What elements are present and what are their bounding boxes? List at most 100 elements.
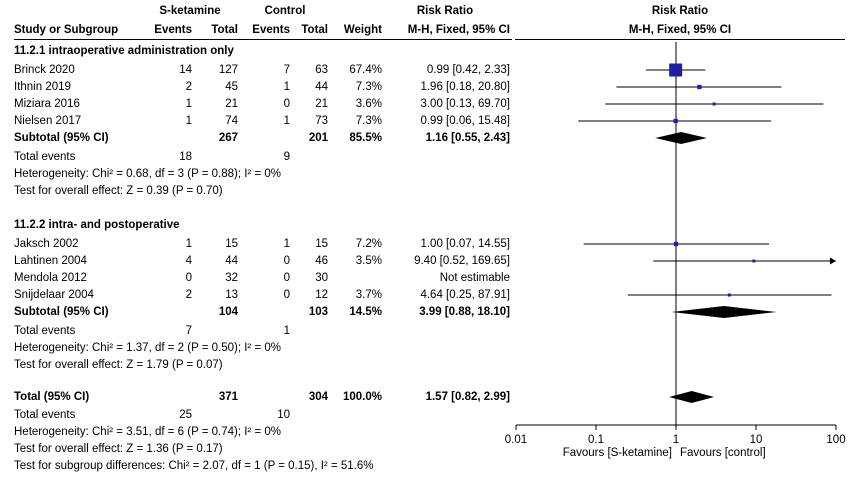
study-events-2: 0 — [283, 272, 290, 284]
col-method: M-H, Fixed, 95% CI — [407, 24, 510, 36]
study-total-2: 44 — [315, 81, 328, 93]
study-events-1: 1 — [185, 115, 192, 127]
study-total-1: 32 — [225, 272, 238, 284]
study-point — [727, 293, 731, 297]
study-weight: 3.5% — [355, 255, 382, 267]
study-events-1: 2 — [185, 81, 192, 93]
study-events-2: 1 — [283, 81, 290, 93]
total-events-1: 18 — [179, 151, 192, 163]
study-events-1: 1 — [185, 238, 192, 250]
study-ci: 9.40 [0.52, 169.65] — [414, 255, 510, 267]
pooled-diamond — [655, 132, 707, 144]
study-name: Lahtinen 2004 — [14, 255, 87, 267]
study-events-2: 1 — [283, 115, 290, 127]
heterogeneity-text: Heterogeneity: Chi² = 0.68, df = 3 (P = … — [14, 168, 281, 180]
grand-heterogeneity: Heterogeneity: Chi² = 3.51, df = 6 (P = … — [14, 426, 281, 438]
subgroup-1-title: 11.2.1 intraoperative administration onl… — [14, 45, 234, 57]
x-tick-label: 100 — [826, 434, 845, 446]
total-events-1: 7 — [185, 325, 192, 337]
grand-overall-effect: Test for overall effect: Z = 1.36 (P = 0… — [14, 443, 223, 455]
study-events-2: 0 — [283, 289, 290, 301]
study-ci: 3.00 [0.13, 69.70] — [420, 98, 510, 110]
grand-events-2: 10 — [277, 409, 290, 421]
grand-events-1: 25 — [179, 409, 192, 421]
study-name: Miziara 2016 — [14, 98, 80, 110]
ci-arrow — [830, 257, 836, 265]
subtotal-total-2: 103 — [308, 306, 328, 318]
col-total-2: Total — [301, 24, 328, 36]
study-events-2: 1 — [283, 238, 290, 250]
x-tick-label: 0.1 — [588, 434, 604, 446]
study-events-1: 2 — [185, 289, 192, 301]
study-ci: 4.64 [0.25, 87.91] — [420, 289, 510, 301]
total-weight: 100.0% — [342, 391, 382, 403]
total-events-label: Total events — [14, 325, 76, 337]
subtotal-ci: 1.16 [0.55, 2.43] — [425, 132, 510, 144]
subtotal-total-1: 104 — [218, 306, 238, 318]
study-point — [673, 241, 679, 247]
pooled-diamond — [669, 391, 715, 403]
study-total-1: 15 — [225, 238, 238, 250]
total-events-2: 9 — [283, 151, 290, 163]
favours-right-label: Favours [control] — [680, 447, 766, 459]
plot-header: Risk Ratio — [651, 5, 709, 17]
total-label: Total (95% CI) — [14, 391, 90, 403]
study-total-2: 15 — [315, 238, 328, 250]
x-tick-label: 0.01 — [505, 434, 527, 446]
study-total-1: 45 — [225, 81, 238, 93]
subgroup-2-title: 11.2.2 intra- and postoperative — [14, 219, 180, 231]
col-events-2: Events — [252, 24, 290, 36]
heterogeneity-text: Heterogeneity: Chi² = 1.37, df = 2 (P = … — [14, 342, 281, 354]
plot-method: M-H, Fixed, 95% CI — [628, 24, 732, 36]
study-name: Jaksch 2002 — [14, 238, 79, 250]
study-events-1: 1 — [185, 98, 192, 110]
subgroup-differences: Test for subgroup differences: Chi² = 2.… — [14, 460, 374, 472]
subtotal-label: Subtotal (95% CI) — [14, 132, 109, 144]
header-rule — [14, 39, 512, 40]
total-events-2: 1 — [283, 325, 290, 337]
study-point — [669, 63, 683, 77]
total-total-2: 304 — [308, 391, 328, 403]
subtotal-label: Subtotal (95% CI) — [14, 306, 109, 318]
study-events-1: 0 — [185, 272, 192, 284]
total-events-label: Total events — [14, 151, 76, 163]
col-total-1: Total — [211, 24, 238, 36]
study-total-1: 13 — [225, 289, 238, 301]
study-name: Nielsen 2017 — [14, 115, 82, 127]
overall-effect-text: Test for overall effect: Z = 0.39 (P = 0… — [14, 185, 223, 197]
study-total-1: 127 — [218, 64, 238, 76]
x-tick-label: 1 — [673, 434, 679, 446]
study-total-2: 30 — [315, 272, 328, 284]
col-weight: Weight — [343, 24, 382, 36]
col-study: Study or Subgroup — [14, 24, 119, 36]
study-ci: 0.99 [0.06, 15.48] — [420, 115, 510, 127]
study-total-2: 63 — [315, 64, 328, 76]
study-total-1: 74 — [225, 115, 238, 127]
study-events-2: 7 — [283, 64, 290, 76]
plot-header-rule — [515, 39, 845, 40]
total-total-1: 371 — [218, 391, 238, 403]
study-weight: 7.3% — [355, 115, 382, 127]
total-ci: 1.57 [0.82, 2.99] — [425, 391, 510, 403]
subtotal-total-1: 267 — [218, 132, 238, 144]
study-events-1: 14 — [179, 64, 192, 76]
study-ci: 0.99 [0.42, 2.33] — [426, 64, 510, 76]
study-ci: Not estimable — [439, 272, 510, 284]
study-weight: 67.4% — [349, 64, 382, 76]
study-weight: 7.2% — [355, 238, 382, 250]
study-events-1: 4 — [185, 255, 192, 267]
study-weight: 3.7% — [355, 289, 382, 301]
study-ci: 1.00 [0.07, 14.55] — [420, 238, 510, 250]
study-name: Brinck 2020 — [14, 64, 75, 76]
study-total-1: 44 — [225, 255, 238, 267]
study-events-2: 0 — [283, 255, 290, 267]
study-total-2: 12 — [315, 289, 328, 301]
study-events-2: 0 — [283, 98, 290, 110]
study-name: Ithnin 2019 — [14, 81, 71, 93]
subtotal-ci: 3.99 [0.88, 18.10] — [419, 306, 510, 318]
study-point — [673, 118, 678, 124]
study-total-2: 21 — [315, 98, 328, 110]
study-weight: 7.3% — [355, 81, 382, 93]
group1-header: S-ketamine — [159, 5, 221, 17]
